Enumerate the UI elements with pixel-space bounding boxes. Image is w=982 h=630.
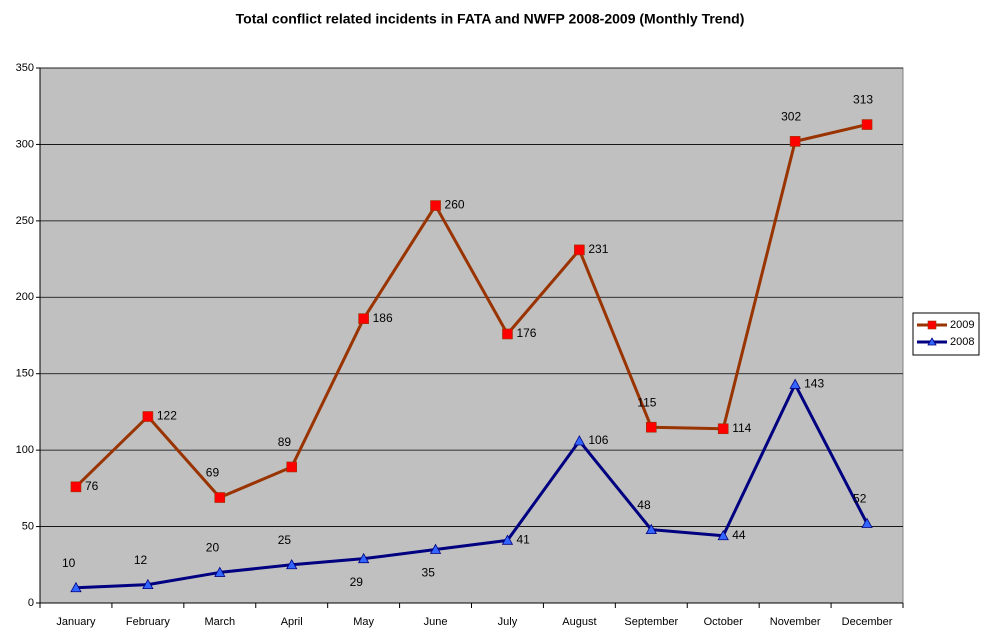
x-tick-label: April bbox=[281, 616, 303, 628]
data-point bbox=[142, 578, 154, 590]
data-label: 115 bbox=[637, 395, 656, 409]
x-tick-label: February bbox=[126, 616, 171, 628]
data-label: 41 bbox=[516, 533, 530, 547]
data-label: 25 bbox=[278, 533, 292, 547]
x-tick-label: May bbox=[353, 616, 374, 628]
data-label: 20 bbox=[206, 541, 220, 555]
legend-marker bbox=[927, 320, 937, 330]
x-tick-label: December bbox=[842, 616, 893, 628]
data-label: 35 bbox=[422, 566, 436, 580]
data-label: 29 bbox=[350, 575, 364, 589]
data-label: 260 bbox=[445, 198, 465, 212]
y-tick-label: 350 bbox=[16, 62, 34, 74]
legend-label: 2009 bbox=[950, 319, 974, 331]
x-tick-label: August bbox=[562, 616, 596, 628]
data-point bbox=[214, 492, 226, 503]
data-point bbox=[789, 378, 801, 389]
data-point bbox=[645, 421, 657, 433]
data-label: 302 bbox=[781, 110, 801, 124]
data-label: 44 bbox=[732, 528, 746, 542]
data-point bbox=[789, 136, 801, 147]
data-label: 143 bbox=[804, 377, 824, 391]
data-label: 114 bbox=[732, 421, 751, 435]
data-point bbox=[286, 558, 298, 570]
x-tick-label: June bbox=[424, 616, 448, 628]
data-point bbox=[502, 328, 513, 340]
data-label: 176 bbox=[516, 326, 536, 340]
y-tick-label: 150 bbox=[16, 368, 34, 380]
chart-title: Total conflict related incidents in FATA… bbox=[236, 11, 745, 27]
data-point bbox=[717, 423, 729, 435]
data-point bbox=[717, 529, 729, 541]
legend-label: 2008 bbox=[950, 336, 974, 348]
data-label: 48 bbox=[637, 498, 651, 512]
y-tick-label: 200 bbox=[16, 291, 34, 303]
y-tick-label: 300 bbox=[16, 138, 34, 150]
data-label: 69 bbox=[206, 466, 220, 480]
x-tick-label: January bbox=[56, 616, 96, 628]
y-tick-label: 0 bbox=[28, 597, 34, 609]
data-label: 10 bbox=[62, 556, 76, 570]
x-tick-label: July bbox=[498, 616, 518, 628]
data-point bbox=[574, 244, 585, 256]
x-tick-label: March bbox=[205, 616, 236, 628]
legend bbox=[912, 312, 980, 356]
data-point bbox=[214, 566, 226, 577]
data-label: 231 bbox=[588, 242, 608, 256]
data-point bbox=[429, 543, 442, 554]
data-label: 12 bbox=[134, 553, 148, 567]
x-tick-label: November bbox=[770, 616, 821, 628]
data-label: 89 bbox=[278, 435, 292, 449]
y-tick-label: 50 bbox=[22, 520, 34, 532]
data-point bbox=[573, 435, 586, 446]
x-tick-label: September bbox=[624, 616, 678, 628]
data-point bbox=[861, 517, 873, 528]
y-tick-label: 250 bbox=[16, 215, 34, 227]
data-point bbox=[142, 411, 154, 422]
x-tick-label: October bbox=[704, 616, 743, 628]
series-line bbox=[74, 123, 868, 500]
data-point bbox=[358, 313, 369, 324]
data-label: 313 bbox=[853, 93, 873, 107]
data-point bbox=[70, 581, 82, 593]
plot-area bbox=[39, 67, 904, 604]
data-point bbox=[70, 481, 82, 493]
data-point bbox=[430, 200, 441, 211]
data-label: 186 bbox=[373, 311, 393, 325]
series-line bbox=[75, 382, 869, 590]
data-point bbox=[286, 461, 298, 473]
data-point bbox=[501, 534, 514, 545]
data-label: 122 bbox=[157, 409, 177, 423]
legend-marker bbox=[927, 337, 937, 346]
data-label: 106 bbox=[588, 433, 608, 447]
data-point bbox=[357, 552, 370, 564]
data-point bbox=[861, 119, 873, 130]
data-point bbox=[645, 523, 657, 535]
data-label: 76 bbox=[85, 479, 99, 493]
data-label: 52 bbox=[853, 492, 867, 506]
y-tick-label: 100 bbox=[16, 444, 34, 456]
